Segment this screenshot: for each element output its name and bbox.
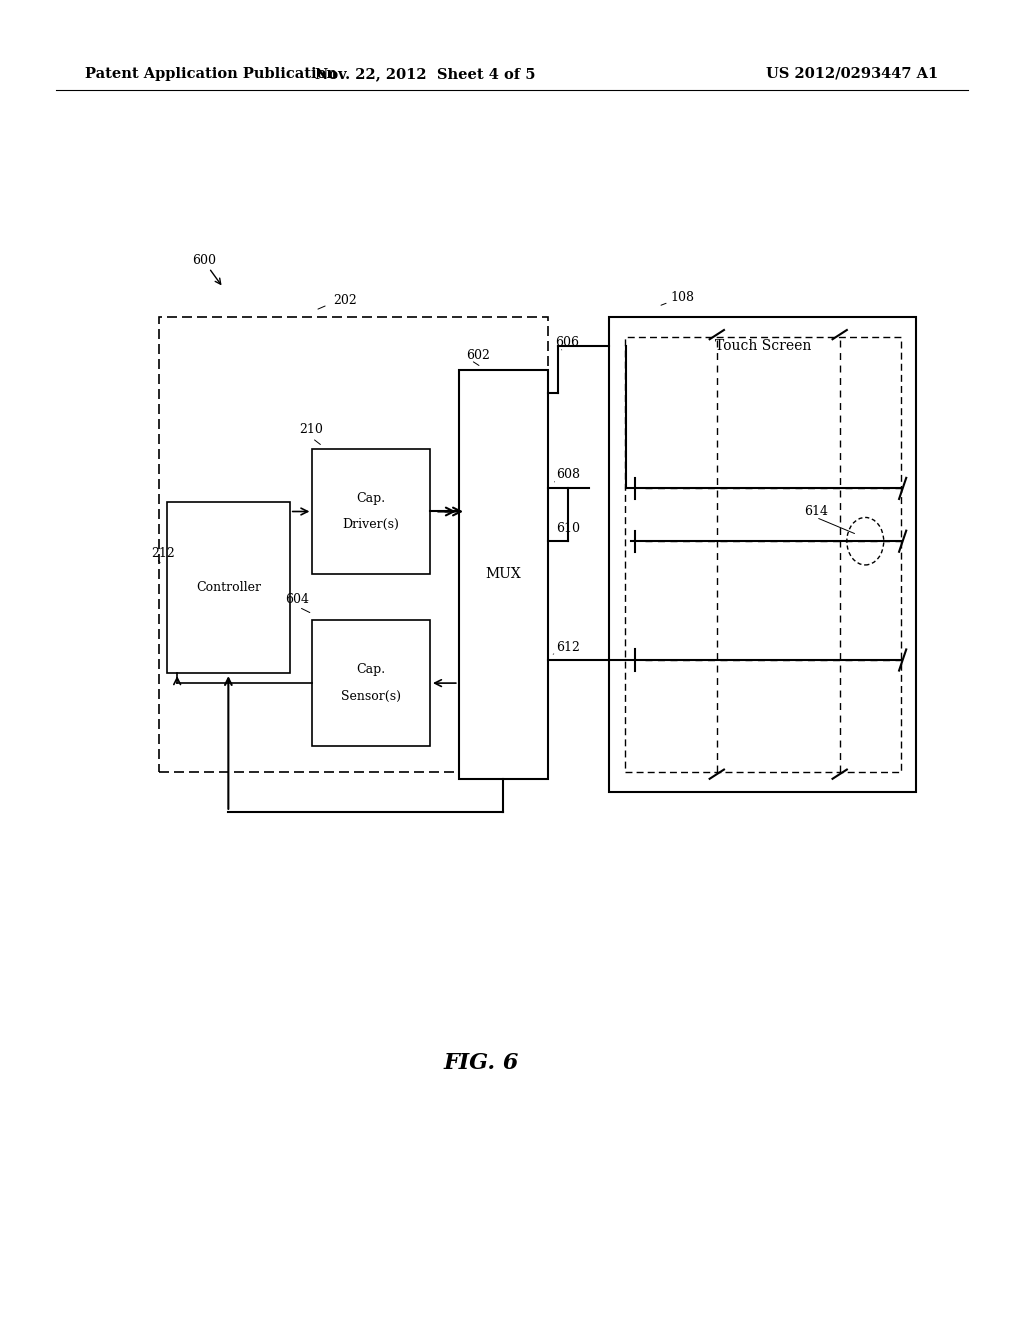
Bar bbox=[159, 317, 548, 772]
Text: Driver(s): Driver(s) bbox=[343, 519, 399, 531]
Text: 210: 210 bbox=[299, 422, 323, 436]
Bar bbox=[625, 337, 901, 772]
Text: 212: 212 bbox=[152, 546, 175, 560]
Bar bbox=[312, 620, 430, 746]
Text: MUX: MUX bbox=[485, 568, 521, 581]
Text: FIG. 6: FIG. 6 bbox=[443, 1052, 519, 1073]
Bar bbox=[167, 502, 290, 673]
Text: Cap.: Cap. bbox=[356, 492, 386, 504]
Text: Controller: Controller bbox=[196, 581, 261, 594]
Text: Sensor(s): Sensor(s) bbox=[341, 690, 401, 702]
Bar bbox=[312, 449, 430, 574]
Text: Touch Screen: Touch Screen bbox=[715, 339, 811, 352]
Text: Cap.: Cap. bbox=[356, 664, 386, 676]
Text: 612: 612 bbox=[556, 640, 580, 653]
Text: 614: 614 bbox=[804, 504, 827, 517]
Text: 202: 202 bbox=[333, 293, 356, 306]
Text: Nov. 22, 2012  Sheet 4 of 5: Nov. 22, 2012 Sheet 4 of 5 bbox=[314, 67, 536, 81]
Text: 604: 604 bbox=[285, 593, 308, 606]
Text: 108: 108 bbox=[671, 290, 694, 304]
Text: Patent Application Publication: Patent Application Publication bbox=[85, 67, 337, 81]
Text: 600: 600 bbox=[193, 253, 216, 267]
Text: 610: 610 bbox=[556, 521, 580, 535]
Text: 606: 606 bbox=[555, 335, 579, 348]
Text: US 2012/0293447 A1: US 2012/0293447 A1 bbox=[766, 67, 938, 81]
Bar bbox=[459, 370, 548, 779]
Bar bbox=[609, 317, 916, 792]
Text: 602: 602 bbox=[466, 348, 489, 362]
Text: 608: 608 bbox=[556, 467, 580, 480]
